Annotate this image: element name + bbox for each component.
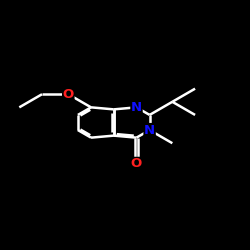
Text: N: N: [131, 101, 142, 114]
Text: O: O: [131, 158, 142, 170]
Text: N: N: [144, 124, 155, 136]
Text: O: O: [63, 88, 74, 101]
